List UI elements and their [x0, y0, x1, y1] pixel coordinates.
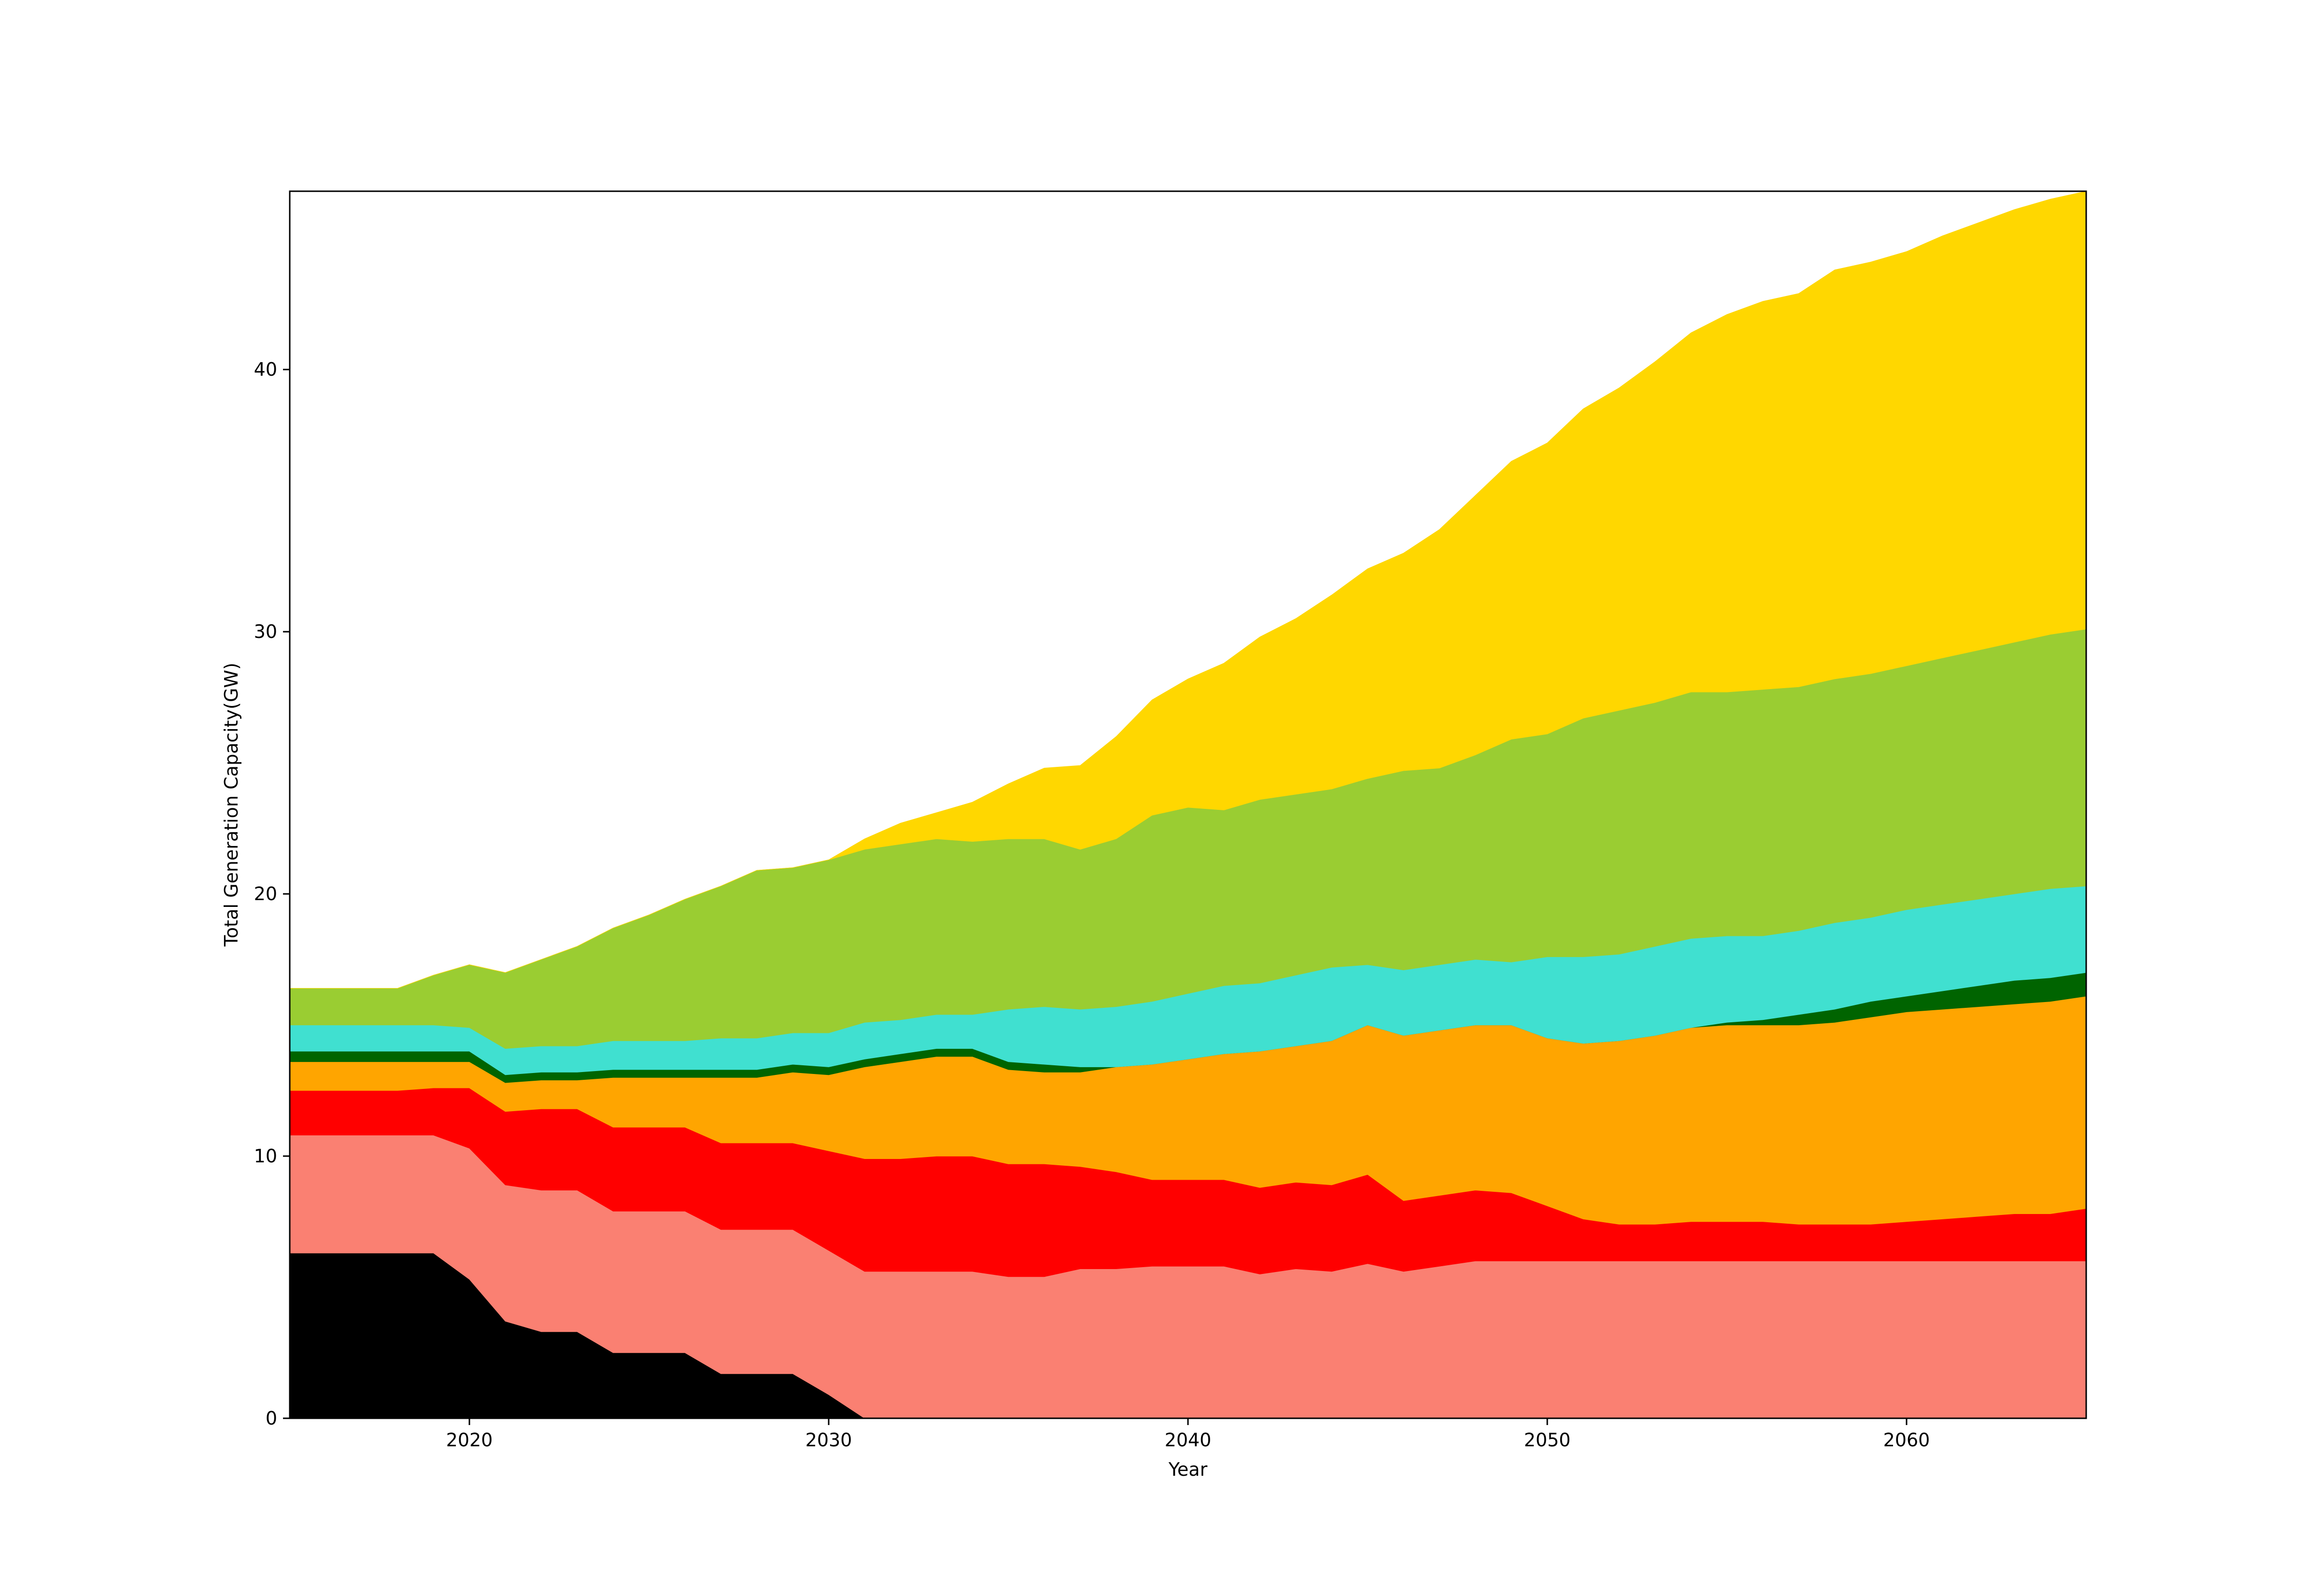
y-tick-label: 40: [254, 359, 277, 380]
y-tick-label: 20: [254, 883, 277, 904]
area-layers: [289, 191, 2087, 1419]
y-axis-ticks: 0 10 20 30 40: [254, 359, 290, 1429]
y-tick-label: 10: [254, 1145, 277, 1167]
x-axis-ticks: 2020 2030 2040 2050 2060: [446, 1418, 1930, 1451]
x-tick-label: 2040: [1165, 1429, 1212, 1451]
x-tick-label: 2020: [446, 1429, 493, 1451]
x-tick-label: 2030: [806, 1429, 852, 1451]
x-axis-label: Year: [1168, 1459, 1208, 1480]
y-tick-label: 30: [254, 621, 277, 642]
y-tick-label: 0: [266, 1408, 277, 1429]
x-tick-label: 2050: [1524, 1429, 1571, 1451]
y-axis-label: Total Generation Capacity(GW): [221, 663, 242, 947]
x-tick-label: 2060: [1883, 1429, 1930, 1451]
